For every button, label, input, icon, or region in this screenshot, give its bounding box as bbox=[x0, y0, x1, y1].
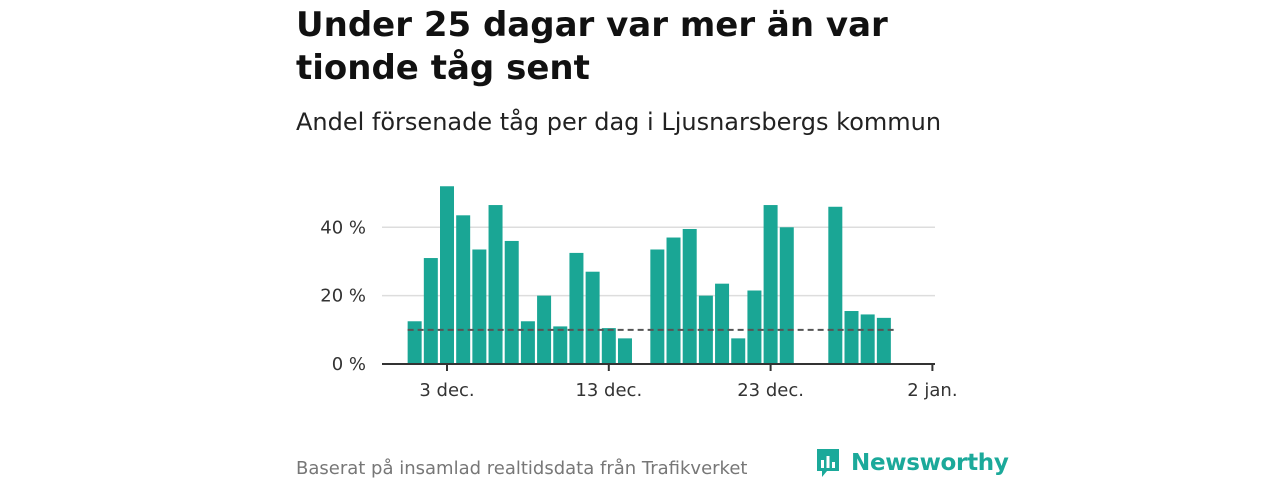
x-tick-label: 13 dec. bbox=[575, 380, 642, 401]
newsworthy-logo-text: Newsworthy bbox=[851, 450, 1009, 476]
bar bbox=[407, 321, 422, 364]
y-tick-label: 20 % bbox=[320, 286, 366, 307]
bar bbox=[876, 317, 891, 364]
bar-chart: 0 % 20 % 40 % 3 dec. 13 dec. 23 dec. 2 jan. bbox=[320, 186, 958, 401]
bar bbox=[601, 328, 616, 364]
bar bbox=[488, 205, 503, 364]
bar bbox=[731, 338, 746, 364]
bar bbox=[860, 314, 875, 364]
bar bbox=[553, 326, 568, 364]
chart-title: Under 25 dagar var mer än var tionde tåg… bbox=[296, 5, 888, 88]
y-tick-label: 40 % bbox=[320, 217, 366, 238]
bar bbox=[682, 228, 697, 364]
bar bbox=[747, 290, 762, 364]
source-note: Baserat på insamlad realtidsdata från Tr… bbox=[296, 458, 748, 479]
chart-subtitle: Andel försenade tåg per dag i Ljusnarsbe… bbox=[296, 108, 942, 136]
newsworthy-logo: Newsworthy bbox=[815, 447, 1009, 479]
bar bbox=[844, 311, 859, 364]
bar bbox=[828, 206, 843, 364]
x-tick-label: 3 dec. bbox=[419, 380, 474, 401]
bar bbox=[569, 252, 584, 364]
bar bbox=[666, 237, 681, 364]
bar bbox=[440, 186, 454, 364]
bar bbox=[504, 240, 519, 364]
bar bbox=[520, 321, 535, 364]
bar bbox=[423, 258, 438, 364]
x-tick-label: 23 dec. bbox=[737, 380, 804, 401]
bar bbox=[650, 249, 665, 364]
newsworthy-logo-icon bbox=[817, 449, 839, 477]
bar bbox=[698, 295, 713, 364]
bar bbox=[537, 295, 552, 364]
bar bbox=[456, 215, 471, 364]
y-tick-label: 0 % bbox=[332, 354, 366, 375]
bar bbox=[779, 227, 794, 364]
bar bbox=[617, 338, 632, 364]
bar bbox=[585, 271, 600, 364]
x-tick-label: 2 jan. bbox=[907, 380, 957, 401]
bar bbox=[472, 249, 487, 364]
bar bbox=[763, 205, 778, 364]
bar bbox=[715, 283, 730, 364]
